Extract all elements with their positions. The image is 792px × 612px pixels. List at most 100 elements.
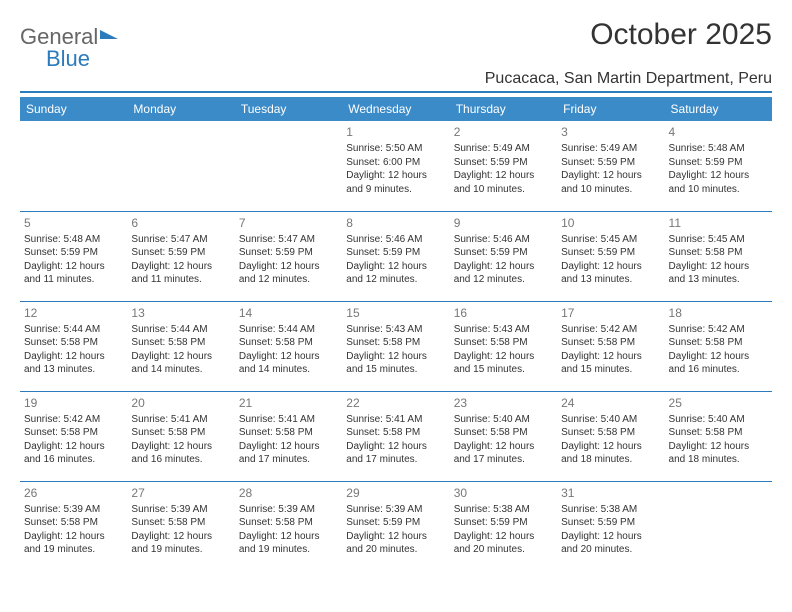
sunset-text: Sunset: 5:59 PM: [346, 516, 445, 530]
sunrise-text: Sunrise: 5:39 AM: [24, 503, 123, 517]
sunrise-text: Sunrise: 5:46 AM: [346, 233, 445, 247]
sunset-text: Sunset: 5:58 PM: [239, 426, 338, 440]
daylight-text: Daylight: 12 hours and 15 minutes.: [454, 350, 553, 377]
sunrise-text: Sunrise: 5:40 AM: [669, 413, 768, 427]
daylight-text: Daylight: 12 hours and 19 minutes.: [239, 530, 338, 557]
daylight-text: Daylight: 12 hours and 13 minutes.: [561, 260, 660, 287]
calendar-week-row: 5Sunrise: 5:48 AMSunset: 5:59 PMDaylight…: [20, 211, 772, 301]
sunset-text: Sunset: 5:59 PM: [454, 246, 553, 260]
weekday-header: Tuesday: [235, 97, 342, 121]
day-number: 29: [346, 485, 445, 501]
daylight-text: Daylight: 12 hours and 9 minutes.: [346, 169, 445, 196]
day-number: 13: [131, 305, 230, 321]
day-number: 31: [561, 485, 660, 501]
sunrise-text: Sunrise: 5:45 AM: [669, 233, 768, 247]
calendar-day-cell: 12 Sunrise: 5:44 AMSunset: 5:58 PMDayligh…: [20, 301, 127, 391]
sunset-text: Sunset: 5:59 PM: [561, 156, 660, 170]
daylight-text: Daylight: 12 hours and 15 minutes.: [346, 350, 445, 377]
day-number: 25: [669, 395, 768, 411]
day-number: 10: [561, 215, 660, 231]
daylight-text: Daylight: 12 hours and 10 minutes.: [454, 169, 553, 196]
daylight-text: Daylight: 12 hours and 10 minutes.: [561, 169, 660, 196]
sunset-text: Sunset: 5:59 PM: [561, 246, 660, 260]
calendar-day-cell: 31Sunrise: 5:38 AMSunset: 5:59 PMDayligh…: [557, 481, 664, 571]
sunset-text: Sunset: 5:58 PM: [561, 426, 660, 440]
daylight-text: Daylight: 12 hours and 17 minutes.: [346, 440, 445, 467]
day-number: 2: [454, 124, 553, 140]
sunrise-text: Sunrise: 5:42 AM: [669, 323, 768, 337]
sunset-text: Sunset: 5:58 PM: [131, 336, 230, 350]
sunrise-text: Sunrise: 5:42 AM: [561, 323, 660, 337]
calendar-day-cell: 17Sunrise: 5:42 AMSunset: 5:58 PMDayligh…: [557, 301, 664, 391]
calendar-day-cell: 2Sunrise: 5:49 AMSunset: 5:59 PMDaylight…: [450, 121, 557, 211]
calendar-day-cell: 29Sunrise: 5:39 AMSunset: 5:59 PMDayligh…: [342, 481, 449, 571]
calendar-body: 1Sunrise: 5:50 AMSunset: 6:00 PMDaylight…: [20, 121, 772, 571]
daylight-text: Daylight: 12 hours and 17 minutes.: [239, 440, 338, 467]
sunset-text: Sunset: 5:58 PM: [346, 426, 445, 440]
sunset-text: Sunset: 5:59 PM: [669, 156, 768, 170]
sunrise-text: Sunrise: 5:50 AM: [346, 142, 445, 156]
sunrise-text: Sunrise: 5:39 AM: [239, 503, 338, 517]
calendar-week-row: 19Sunrise: 5:42 AMSunset: 5:58 PMDayligh…: [20, 391, 772, 481]
day-number: 15: [346, 305, 445, 321]
sunset-text: Sunset: 5:59 PM: [24, 246, 123, 260]
weekday-header: Saturday: [665, 97, 772, 121]
day-number: 23: [454, 395, 553, 411]
calendar-day-cell: 6Sunrise: 5:47 AMSunset: 5:59 PMDaylight…: [127, 211, 234, 301]
calendar-header-row: Sunday Monday Tuesday Wednesday Thursday…: [20, 97, 772, 121]
calendar-day-cell: [665, 481, 772, 571]
day-number: 30: [454, 485, 553, 501]
calendar-day-cell: [20, 121, 127, 211]
daylight-text: Daylight: 12 hours and 20 minutes.: [561, 530, 660, 557]
sunrise-text: Sunrise: 5:41 AM: [131, 413, 230, 427]
brand-part2: Blue: [46, 46, 90, 71]
calendar-day-cell: 24Sunrise: 5:40 AMSunset: 5:58 PMDayligh…: [557, 391, 664, 481]
calendar-table: Sunday Monday Tuesday Wednesday Thursday…: [20, 97, 772, 571]
location-line: Pucacaca, San Martin Department, Peru: [20, 70, 772, 93]
daylight-text: Daylight: 12 hours and 13 minutes.: [24, 350, 123, 377]
daylight-text: Daylight: 12 hours and 19 minutes.: [131, 530, 230, 557]
sunrise-text: Sunrise: 5:39 AM: [346, 503, 445, 517]
month-title: October 2025: [590, 18, 772, 52]
day-number: 19: [24, 395, 123, 411]
daylight-text: Daylight: 12 hours and 12 minutes.: [346, 260, 445, 287]
day-number: 4: [669, 124, 768, 140]
calendar-day-cell: 4Sunrise: 5:48 AMSunset: 5:59 PMDaylight…: [665, 121, 772, 211]
calendar-day-cell: 9Sunrise: 5:46 AMSunset: 5:59 PMDaylight…: [450, 211, 557, 301]
day-number: 7: [239, 215, 338, 231]
calendar-day-cell: 22Sunrise: 5:41 AMSunset: 5:58 PMDayligh…: [342, 391, 449, 481]
daylight-text: Daylight: 12 hours and 16 minutes.: [669, 350, 768, 377]
day-number: 1: [346, 124, 445, 140]
day-number: 16: [454, 305, 553, 321]
daylight-text: Daylight: 12 hours and 17 minutes.: [454, 440, 553, 467]
calendar-day-cell: 5Sunrise: 5:48 AMSunset: 5:59 PMDaylight…: [20, 211, 127, 301]
sunset-text: Sunset: 5:58 PM: [239, 336, 338, 350]
day-number: 26: [24, 485, 123, 501]
day-number: 12: [24, 305, 123, 321]
day-number: 18: [669, 305, 768, 321]
sunset-text: Sunset: 5:58 PM: [669, 426, 768, 440]
sunset-text: Sunset: 5:59 PM: [131, 246, 230, 260]
daylight-text: Daylight: 12 hours and 11 minutes.: [131, 260, 230, 287]
sunrise-text: Sunrise: 5:40 AM: [454, 413, 553, 427]
sunrise-text: Sunrise: 5:38 AM: [561, 503, 660, 517]
sunrise-text: Sunrise: 5:41 AM: [346, 413, 445, 427]
sunrise-text: Sunrise: 5:49 AM: [561, 142, 660, 156]
daylight-text: Daylight: 12 hours and 16 minutes.: [131, 440, 230, 467]
daylight-text: Daylight: 12 hours and 14 minutes.: [239, 350, 338, 377]
sunset-text: Sunset: 5:58 PM: [239, 516, 338, 530]
calendar-day-cell: 20Sunrise: 5:41 AMSunset: 5:58 PMDayligh…: [127, 391, 234, 481]
sunset-text: Sunset: 5:58 PM: [24, 336, 123, 350]
sunrise-text: Sunrise: 5:42 AM: [24, 413, 123, 427]
sunrise-text: Sunrise: 5:45 AM: [561, 233, 660, 247]
calendar-day-cell: 15Sunrise: 5:43 AMSunset: 5:58 PMDayligh…: [342, 301, 449, 391]
sunrise-text: Sunrise: 5:39 AM: [131, 503, 230, 517]
calendar-day-cell: 30Sunrise: 5:38 AMSunset: 5:59 PMDayligh…: [450, 481, 557, 571]
calendar-day-cell: 14Sunrise: 5:44 AMSunset: 5:58 PMDayligh…: [235, 301, 342, 391]
calendar-day-cell: 19Sunrise: 5:42 AMSunset: 5:58 PMDayligh…: [20, 391, 127, 481]
calendar-day-cell: 27Sunrise: 5:39 AMSunset: 5:58 PMDayligh…: [127, 481, 234, 571]
day-number: 27: [131, 485, 230, 501]
sunrise-text: Sunrise: 5:44 AM: [24, 323, 123, 337]
sunrise-text: Sunrise: 5:46 AM: [454, 233, 553, 247]
weekday-header: Friday: [557, 97, 664, 121]
